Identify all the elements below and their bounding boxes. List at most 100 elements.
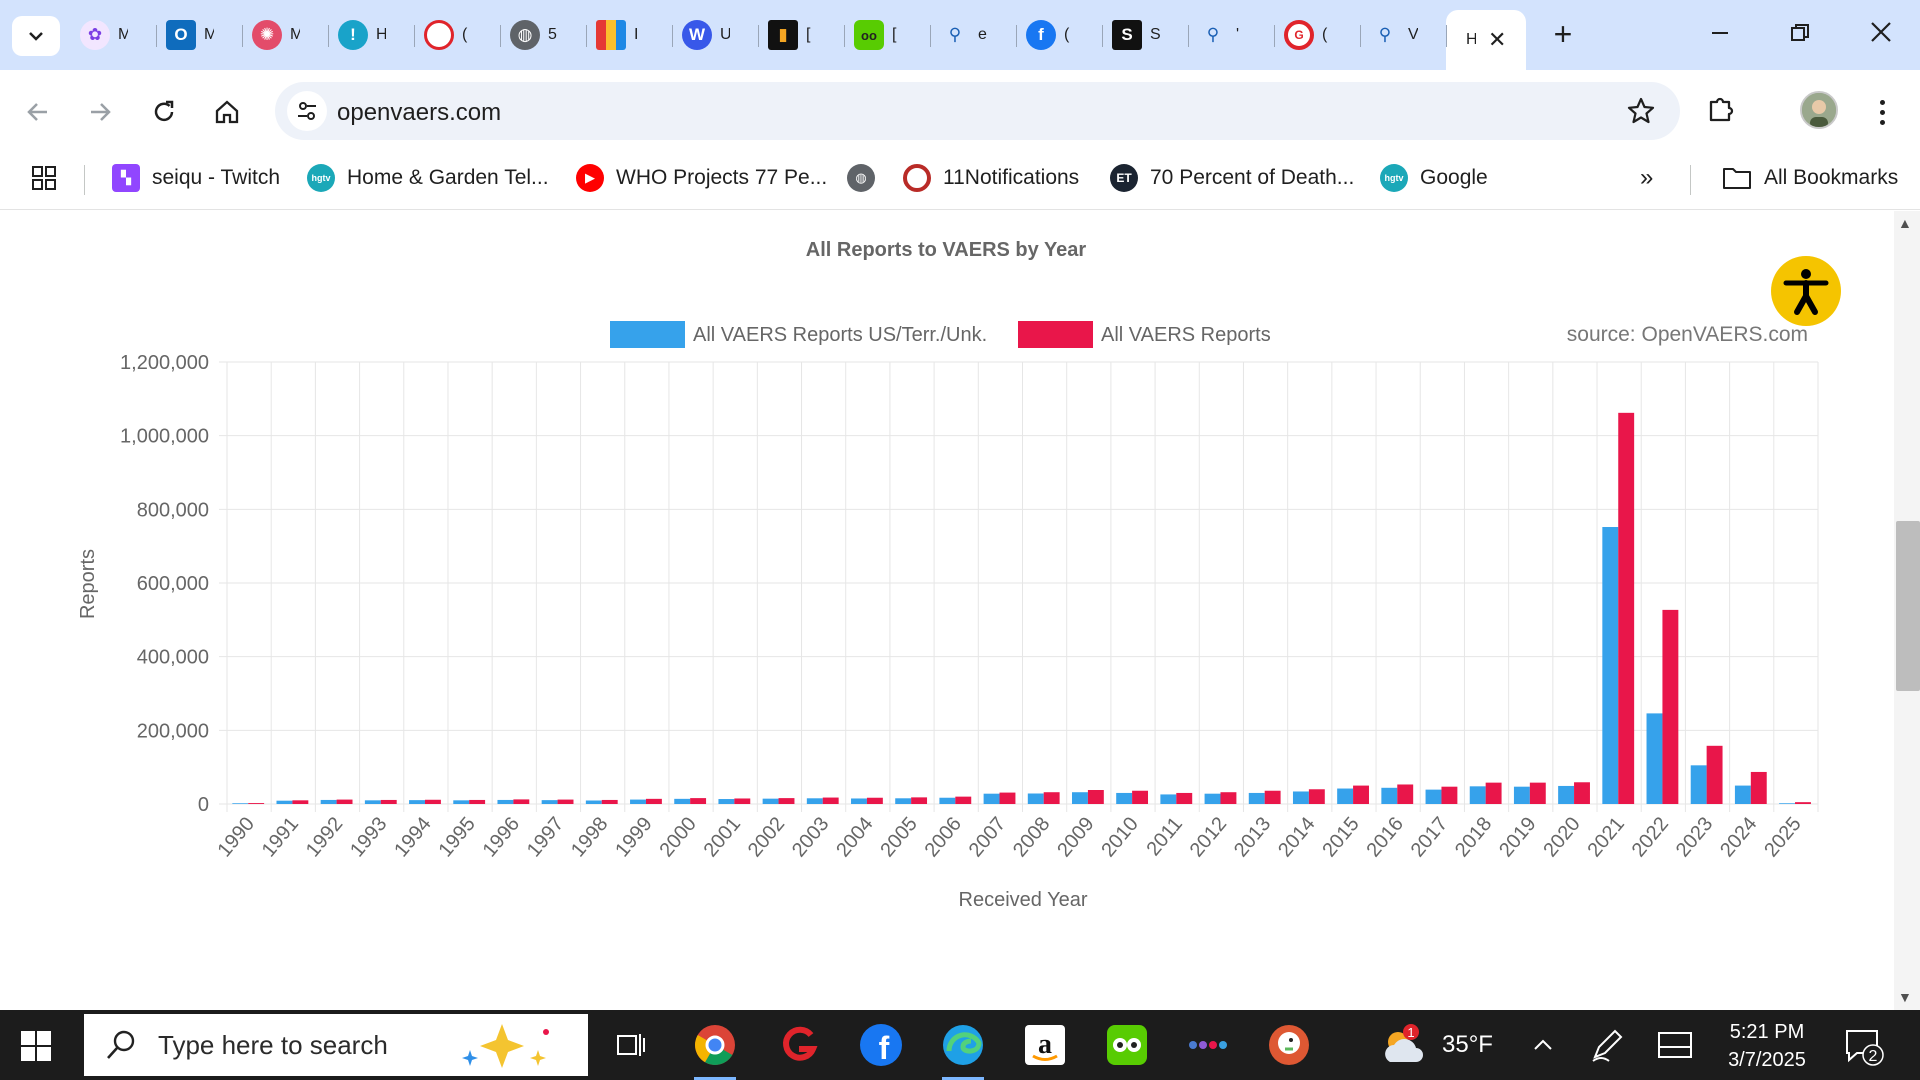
bar-all-2006 bbox=[955, 796, 972, 804]
tab[interactable]: I bbox=[586, 10, 672, 60]
minimize-icon bbox=[1712, 32, 1728, 34]
bookmarks-bar: ▚ seiqu - Twitch hgtv Home & Garden Tel...… bbox=[0, 152, 1920, 210]
reload-icon bbox=[154, 100, 174, 122]
taskbar-gettr[interactable] bbox=[776, 1022, 822, 1068]
taskbar-search-box[interactable]: Type here to search bbox=[84, 1014, 588, 1076]
tab-search-button[interactable] bbox=[12, 16, 60, 56]
taskbar-app-dots[interactable] bbox=[1186, 1022, 1232, 1068]
bar-all-2005 bbox=[911, 797, 928, 804]
search-icon: ⚲ bbox=[948, 25, 962, 44]
bookmark-item[interactable]: 11Notifications bbox=[903, 160, 1079, 196]
tab[interactable]: ⚲ V bbox=[1360, 10, 1446, 60]
tab[interactable]: ⚲ e bbox=[930, 10, 1016, 60]
youtube-icon: ▶ bbox=[576, 164, 604, 192]
bookmark-item[interactable]: ▶ WHO Projects 77 Pe... bbox=[576, 160, 827, 196]
chrome-menu-button[interactable] bbox=[1870, 92, 1894, 132]
legend-label-us[interactable]: All VAERS Reports US/Terr./Unk. bbox=[693, 324, 987, 346]
legend-label-all[interactable]: All VAERS Reports bbox=[1101, 324, 1271, 346]
tab-title: [ bbox=[806, 26, 811, 43]
taskbar-clock[interactable]: 5:21 PM 3/7/2025 bbox=[1712, 1018, 1822, 1074]
epoch-times-icon: ET bbox=[1110, 164, 1138, 192]
x-tick-label: 2018 bbox=[1451, 813, 1496, 861]
taskbar-weather[interactable]: 1 35°F bbox=[1378, 1022, 1493, 1068]
scroll-up-icon[interactable]: ▲ bbox=[1898, 215, 1912, 231]
notification-center-button[interactable]: 2 bbox=[1840, 1022, 1886, 1068]
taskbar-amazon[interactable]: a bbox=[1022, 1022, 1068, 1068]
bookmark-item[interactable]: ET 70 Percent of Death... bbox=[1110, 160, 1354, 196]
bar-all-2022 bbox=[1662, 609, 1679, 804]
taskbar-chrome[interactable] bbox=[692, 1022, 738, 1080]
minimize-button[interactable] bbox=[1695, 14, 1745, 54]
tab[interactable]: ▮[ bbox=[758, 10, 844, 60]
tab[interactable]: ( bbox=[414, 10, 500, 60]
bar-all-2007 bbox=[999, 792, 1016, 804]
tab[interactable]: ✺ M bbox=[242, 10, 328, 60]
tab[interactable]: G( bbox=[1274, 10, 1360, 60]
legend-swatch-us[interactable] bbox=[610, 321, 685, 348]
reload-button[interactable] bbox=[144, 92, 184, 132]
profile-avatar[interactable] bbox=[1800, 91, 1838, 129]
x-tick-label: 1995 bbox=[434, 813, 479, 861]
tab[interactable]: ✿ M bbox=[70, 10, 156, 60]
scroll-down-icon[interactable]: ▼ bbox=[1898, 989, 1912, 1005]
show-hidden-icons-button[interactable] bbox=[1520, 1022, 1566, 1068]
dot-icon bbox=[1879, 99, 1885, 105]
bar-us-terr-2022 bbox=[1646, 713, 1663, 804]
taskbar-facebook[interactable]: f bbox=[858, 1022, 904, 1068]
address-bar[interactable]: openvaers.com bbox=[275, 82, 1680, 140]
bar-us-terr-2007 bbox=[983, 793, 1000, 804]
tab[interactable]: ◍ 5 bbox=[500, 10, 586, 60]
tab[interactable]: ! H bbox=[328, 10, 414, 60]
y-axis-ticks: 0 200,000 400,000 600,000 800,000 1,000,000 1,… bbox=[120, 352, 209, 816]
tab-title: H bbox=[1466, 31, 1476, 48]
touch-keyboard-button[interactable] bbox=[1652, 1022, 1698, 1068]
bookmark-item[interactable]: hgtv Google bbox=[1380, 160, 1488, 196]
start-button[interactable] bbox=[18, 1028, 54, 1064]
x-tick-label: 2024 bbox=[1716, 813, 1761, 861]
all-bookmarks-button[interactable]: All Bookmarks bbox=[1722, 160, 1898, 196]
active-tab[interactable]: H ✕ bbox=[1446, 10, 1526, 70]
tab[interactable]: ⚲ ' bbox=[1188, 10, 1274, 60]
home-button[interactable] bbox=[207, 92, 247, 132]
pen-icon bbox=[1592, 1029, 1623, 1062]
legend-swatch-all[interactable] bbox=[1018, 321, 1093, 348]
bar-all-2000 bbox=[690, 798, 707, 804]
url-text[interactable]: openvaers.com bbox=[337, 99, 502, 126]
tab[interactable]: oo [ bbox=[844, 10, 930, 60]
task-view-button[interactable] bbox=[608, 1022, 654, 1068]
taskbar-duckduckgo[interactable] bbox=[1266, 1022, 1312, 1068]
apps-button[interactable] bbox=[30, 160, 58, 196]
taskbar-duolingo[interactable] bbox=[1104, 1022, 1150, 1068]
x-tick-label: 2006 bbox=[921, 813, 966, 861]
back-button[interactable] bbox=[18, 92, 58, 132]
forward-button[interactable] bbox=[80, 92, 120, 132]
star-icon bbox=[1627, 97, 1655, 124]
x-tick-label: 2008 bbox=[1009, 813, 1054, 861]
new-tab-button[interactable]: + bbox=[1553, 16, 1573, 52]
x-tick-label: 2017 bbox=[1407, 813, 1452, 861]
bar-all-1995 bbox=[469, 799, 486, 804]
extensions-button[interactable] bbox=[1705, 92, 1737, 129]
bookmark-item[interactable]: ◍ bbox=[847, 160, 887, 196]
bookmark-star-button[interactable] bbox=[1626, 96, 1656, 131]
weather-temperature: 35°F bbox=[1442, 1031, 1493, 1058]
accessibility-button[interactable] bbox=[1771, 256, 1841, 326]
pen-workspace-button[interactable] bbox=[1584, 1022, 1630, 1068]
scrollbar-thumb[interactable] bbox=[1896, 521, 1920, 691]
y-tick-label: 0 bbox=[198, 794, 209, 816]
tab[interactable]: f( bbox=[1016, 10, 1102, 60]
tab-title: ( bbox=[1322, 26, 1328, 43]
x-tick-label: 2002 bbox=[744, 813, 789, 861]
taskbar-edge[interactable] bbox=[940, 1022, 986, 1080]
site-info-button[interactable] bbox=[287, 91, 327, 131]
hgtv-icon: hgtv bbox=[307, 164, 335, 192]
close-tab-icon[interactable]: ✕ bbox=[1488, 27, 1507, 52]
bookmark-item[interactable]: hgtv Home & Garden Tel... bbox=[307, 160, 549, 196]
restore-button[interactable] bbox=[1775, 14, 1825, 54]
more-bookmarks-button[interactable]: » bbox=[1640, 164, 1654, 191]
close-window-button[interactable] bbox=[1856, 14, 1906, 54]
bookmark-item[interactable]: ▚ seiqu - Twitch bbox=[112, 160, 280, 196]
